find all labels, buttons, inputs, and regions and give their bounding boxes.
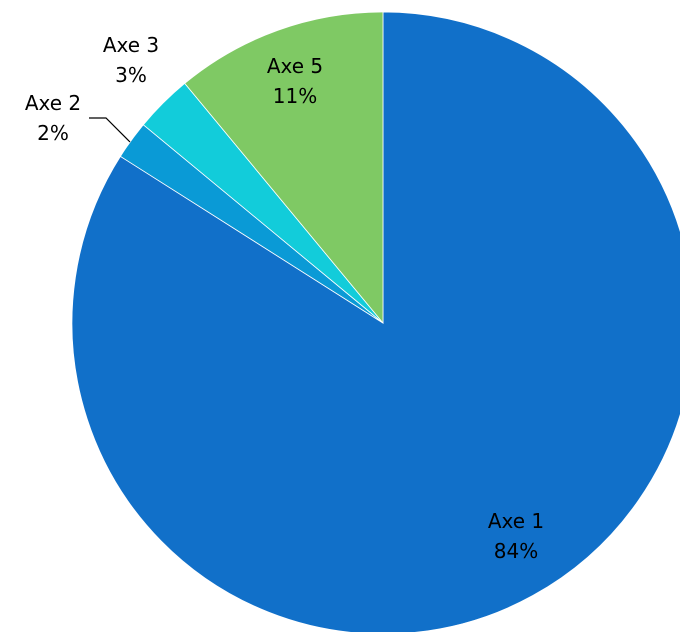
data-label-percent: 84% — [494, 539, 538, 563]
pie-slice-axe-5 — [184, 11, 384, 325]
data-label-percent: 2% — [37, 121, 69, 145]
leader-line-axe-2 — [89, 117, 131, 143]
data-label-percent: 11% — [273, 84, 317, 108]
data-label-axe-5: Axe 5 11% — [267, 54, 323, 108]
data-label-axe-1: Axe 1 84% — [488, 509, 544, 563]
data-label-category: Axe 5 — [267, 54, 323, 78]
pie-slice-axe-1 — [71, 11, 680, 632]
data-label-axe-3: Axe 3 3% — [103, 33, 159, 87]
labels-layer: Axe 1 84% Axe 2 2% Axe 3 3% Axe 5 11% — [25, 33, 544, 563]
slices-layer — [71, 11, 680, 632]
data-label-category: Axe 3 — [103, 33, 159, 57]
data-label-percent: 3% — [115, 63, 147, 87]
data-label-category: Axe 1 — [488, 509, 544, 533]
data-label-category: Axe 2 — [25, 91, 81, 115]
leader-lines-layer — [89, 117, 131, 143]
data-label-axe-2: Axe 2 2% — [25, 91, 81, 145]
